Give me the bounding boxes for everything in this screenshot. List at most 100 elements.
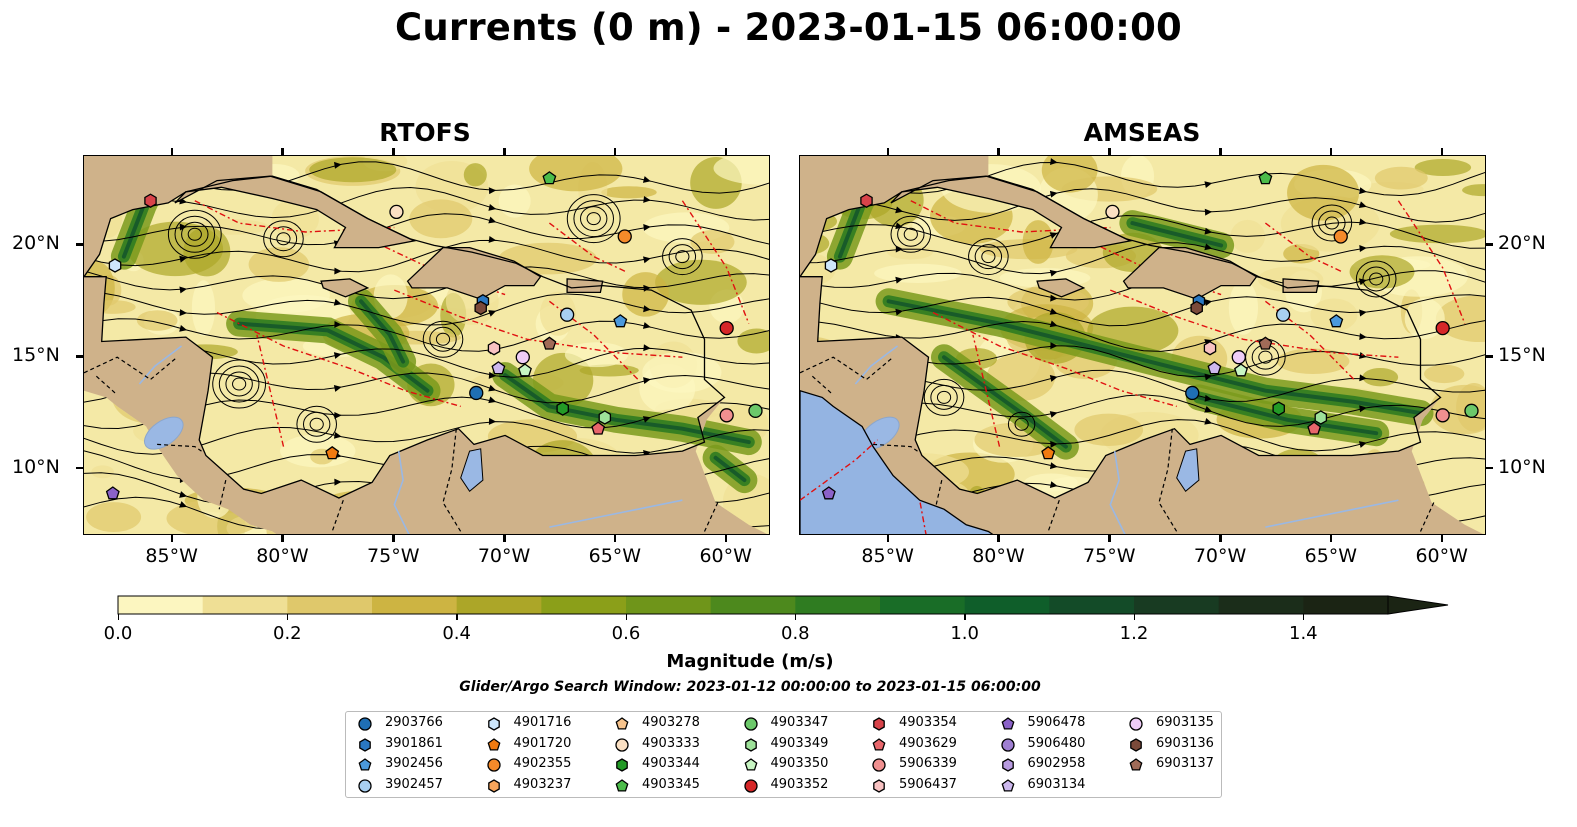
colorbar-tick-mark <box>117 614 119 620</box>
lat-tick-mark <box>1486 355 1493 358</box>
legend-label: 4903344 <box>642 756 700 771</box>
lon-tick-label: 70°W <box>1193 545 1247 567</box>
lon-tick-mark <box>1108 148 1111 155</box>
lat-tick-label-right: 10°N <box>1498 455 1546 478</box>
platform-marker-5906339 <box>1435 408 1450 423</box>
lon-tick-mark <box>1219 148 1222 155</box>
legend-marker-hexagon <box>873 778 885 793</box>
lon-tick-label: 70°W <box>477 545 531 567</box>
platform-marker-6903136 <box>474 300 487 316</box>
lon-tick-mark <box>281 148 284 155</box>
colorbar-segment <box>626 596 712 614</box>
lon-tick-mark <box>392 535 395 542</box>
platform-marker-6903135 <box>1231 350 1246 365</box>
lon-tick-mark <box>1108 535 1111 542</box>
colorbar-tick-mark <box>1302 614 1305 620</box>
platform-marker-4903344 <box>556 401 569 416</box>
legend-label: 4903345 <box>642 776 700 792</box>
colorbar-tick-label: 0.6 <box>611 623 641 644</box>
platform-marker-4903349 <box>1314 410 1328 425</box>
colorbar-tick-label: 1.2 <box>1119 623 1149 644</box>
colorbar-segment <box>1303 596 1389 614</box>
legend-label: 5906339 <box>899 756 957 771</box>
lon-tick-label: 80°W <box>972 545 1025 567</box>
colorbar-segment <box>964 596 1050 614</box>
lon-tick-mark <box>170 535 174 542</box>
lon-tick-mark <box>613 535 617 542</box>
lat-tick-mark <box>1486 243 1493 246</box>
legend-marker-pentagon <box>487 737 500 751</box>
legend-marker-pentagon <box>615 717 629 730</box>
legend-label: 5906480 <box>1027 735 1086 751</box>
lon-tick-label: 75°W <box>367 545 420 567</box>
panel-title-amseas: AMSEAS <box>1083 118 1201 147</box>
platform-marker-6903134 <box>491 361 506 375</box>
legend-marker-hexagon <box>487 778 500 793</box>
legend-marker-hexagon <box>616 758 628 772</box>
lat-tick-label-left: 10°N <box>12 455 60 478</box>
colorbar-segment <box>287 596 373 614</box>
platform-marker-4903347 <box>1258 171 1273 185</box>
platform-marker-4903352 <box>719 320 734 336</box>
colorbar-tick-mark <box>625 614 627 620</box>
platform-marker-4903347 <box>542 171 557 185</box>
rtofs-map <box>83 155 770 535</box>
lat-tick-label-left: 15°N <box>12 344 60 367</box>
platform-marker-4903629 <box>591 421 606 435</box>
legend-label: 4901716 <box>513 715 572 730</box>
platform-marker-3902456 <box>613 314 628 328</box>
platform-marker-4903344 <box>1272 401 1285 416</box>
platform-marker-3902457 <box>1275 307 1291 322</box>
search-window-label: Glider/Argo Search Window: 2023-01-12 00… <box>459 679 1041 695</box>
platform-marker-4903352 <box>1435 320 1450 336</box>
legend-marker-hexagon <box>487 717 500 731</box>
colorbar-tick-label: 0.4 <box>442 623 471 644</box>
platform-marker-6903135 <box>515 350 530 365</box>
platform-marker-4903354 <box>144 193 157 208</box>
platform-marker-2903766 <box>1185 385 1200 401</box>
lon-tick-label: 65°W <box>588 545 642 567</box>
lon-tick-mark <box>1329 148 1333 155</box>
platform-marker-3902456 <box>1329 314 1344 328</box>
colorbar-tick-label: 0.8 <box>781 623 810 644</box>
rtofs-map-canvas <box>84 156 769 534</box>
platform-marker-5906478 <box>105 486 120 500</box>
platform-marker-6903134 <box>1207 361 1222 375</box>
lon-tick-label: 65°W <box>1304 545 1358 567</box>
platform-marker-6903136 <box>1190 300 1203 316</box>
lon-tick-mark <box>1329 535 1333 542</box>
colorbar-segment <box>1134 596 1220 614</box>
platform-marker-5906437 <box>1203 340 1217 356</box>
colorbar-tick-mark <box>456 614 458 620</box>
lon-tick-mark <box>997 148 1000 155</box>
legend-label: 6903137 <box>1156 756 1214 771</box>
platform-marker-6903137 <box>542 336 557 350</box>
platform-marker-4901720 <box>325 445 340 460</box>
lon-tick-mark <box>503 535 506 542</box>
legend-marker-hexagon <box>359 737 371 752</box>
legend-marker-pentagon <box>1001 778 1014 792</box>
colorbar-tick-mark <box>1133 614 1135 620</box>
lon-tick-mark <box>392 148 395 155</box>
platform-marker-4903349 <box>598 410 612 425</box>
platform-marker-3902457 <box>559 307 575 322</box>
amseas-map-canvas <box>800 156 1485 534</box>
legend-marker-circle <box>358 778 372 793</box>
platform-marker-4903333 <box>1105 204 1120 220</box>
lon-tick-mark <box>1440 535 1444 542</box>
colorbar-segment <box>1218 596 1304 614</box>
legend-marker-circle <box>872 758 886 772</box>
legend-label: 6903135 <box>1156 715 1214 730</box>
platform-marker-4901716 <box>824 258 838 273</box>
colorbar-tick-label: 1.0 <box>950 623 979 644</box>
colorbar-tick-mark <box>286 614 289 620</box>
colorbar-segment <box>795 596 881 614</box>
legend-marker-pentagon <box>744 758 757 771</box>
platform-marker-4901720 <box>1041 445 1056 460</box>
lat-tick-mark <box>76 243 83 246</box>
legend-marker-hexagon <box>873 717 885 731</box>
platform-marker-2903766 <box>469 385 484 401</box>
lon-tick-mark <box>997 535 1000 542</box>
legend-label: 4903347 <box>770 715 829 730</box>
colorbar-tick-mark <box>794 614 797 620</box>
